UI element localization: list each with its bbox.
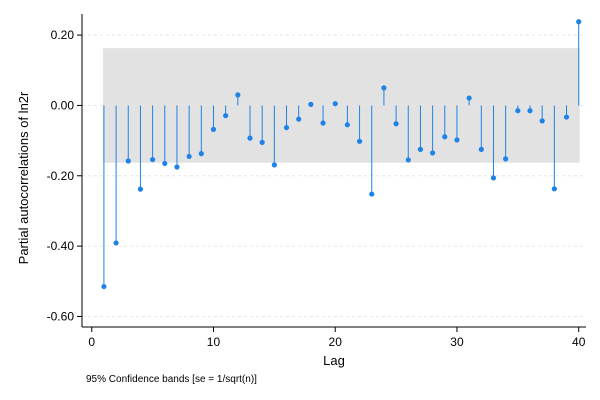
data-point (162, 160, 168, 167)
data-point (490, 175, 497, 181)
data-point (393, 121, 399, 127)
x-tick-label: 20 (329, 335, 343, 349)
data-point (478, 146, 484, 152)
data-point (381, 85, 387, 91)
data-point (271, 162, 277, 168)
data-point (356, 138, 363, 144)
data-point (210, 126, 217, 132)
data-point (417, 146, 424, 152)
data-point (430, 150, 436, 156)
data-point (369, 191, 375, 197)
x-axis-ticks: 0 10 20 30 40 (88, 327, 586, 349)
confidence-band-note: 95% Confidence bands [se = 1/sqrt(n)] (86, 374, 257, 385)
data-point (113, 240, 119, 246)
data-point (235, 92, 241, 98)
y-tick-label: 0.20 (51, 28, 75, 42)
data-point (174, 164, 180, 170)
data-point (405, 157, 411, 163)
x-tick-label: 10 (207, 335, 221, 349)
x-axis-title: Lag (323, 353, 345, 368)
data-point (503, 156, 509, 162)
y-tick-label: -0.20 (47, 169, 75, 183)
stems (103, 21, 580, 287)
x-tick-label: 0 (88, 335, 95, 349)
x-tick-label: 30 (450, 335, 464, 349)
x-tick-label: 40 (572, 335, 586, 349)
data-point (283, 124, 290, 131)
data-point (344, 122, 350, 128)
data-point (223, 113, 229, 119)
data-point (125, 158, 131, 164)
data-point (186, 153, 192, 160)
data-point (454, 137, 460, 143)
y-tick-label: -0.60 (47, 309, 75, 323)
data-point (320, 120, 326, 126)
data-point (198, 151, 204, 157)
data-point (527, 108, 533, 114)
data-point (150, 156, 156, 163)
data-point (563, 114, 570, 120)
points (101, 19, 582, 290)
data-point (259, 139, 265, 145)
y-tick-label: -0.40 (47, 239, 75, 253)
data-point (296, 116, 302, 122)
data-point (539, 118, 545, 124)
y-axis-ticks: 0.20 0.00 -0.20 -0.40 -0.60 (47, 28, 82, 323)
data-point (247, 135, 253, 141)
y-tick-label: 0.00 (51, 98, 75, 112)
data-point (101, 283, 107, 290)
data-point (576, 19, 582, 25)
data-point (332, 101, 338, 107)
data-point (515, 108, 521, 114)
data-point (551, 186, 557, 192)
data-point (137, 186, 144, 192)
y-axis-title: Partial autocorrelations of ln2r (16, 91, 31, 264)
data-point (308, 101, 314, 107)
data-point (466, 95, 472, 101)
data-point (442, 134, 448, 140)
